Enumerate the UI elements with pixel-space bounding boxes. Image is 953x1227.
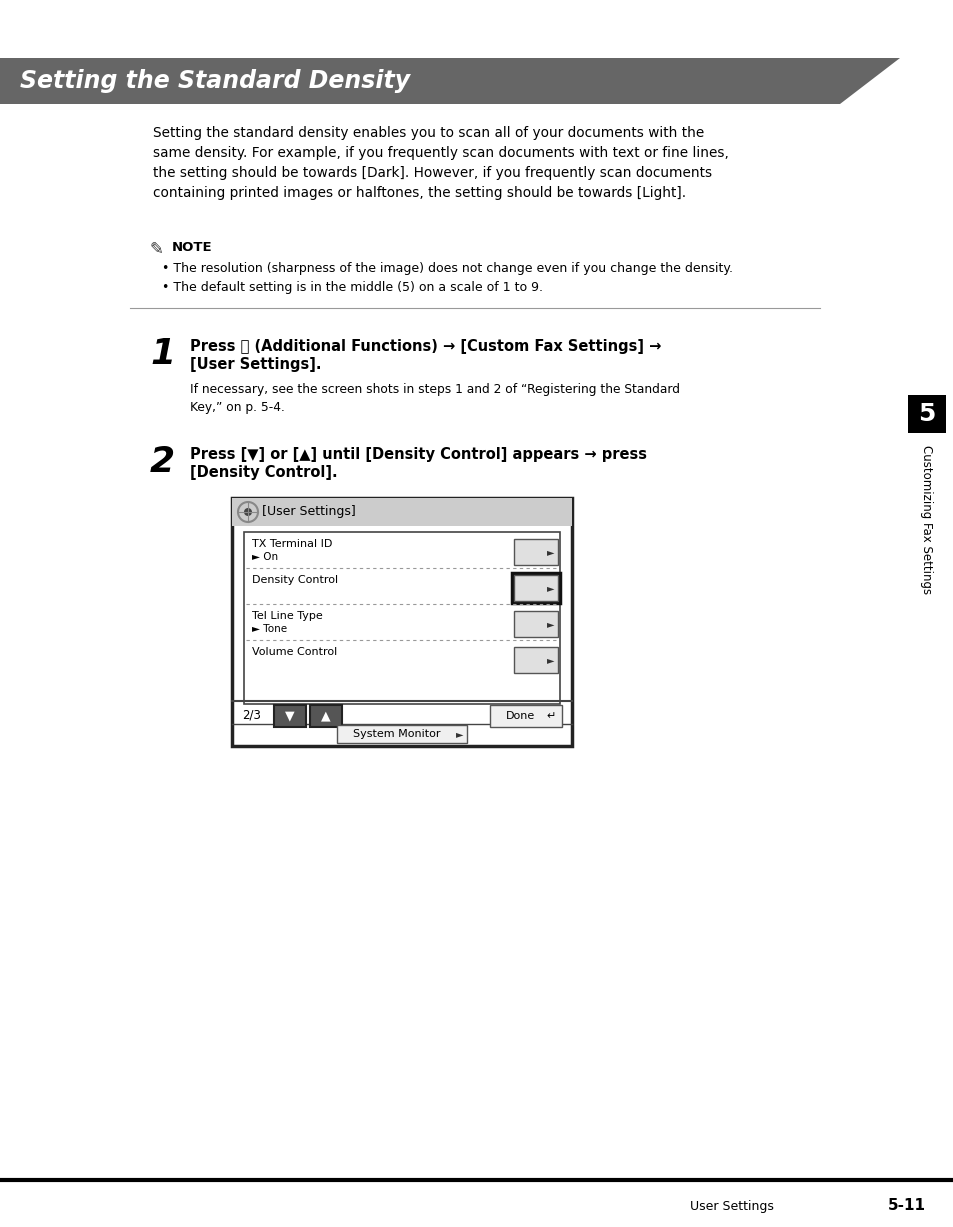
Text: [Density Control].: [Density Control]. (190, 465, 337, 480)
Bar (490, 706, 561, 728)
Text: ► Tone: ► Tone (252, 625, 287, 634)
Bar (512, 573, 559, 602)
Text: ▲: ▲ (321, 709, 331, 723)
Text: Done: Done (506, 710, 535, 721)
Bar (514, 539, 558, 564)
Bar (514, 611, 558, 637)
Text: System Monitor: System Monitor (353, 729, 440, 739)
Text: 1: 1 (150, 337, 175, 371)
Bar (274, 706, 306, 728)
Text: ►: ► (455, 729, 462, 739)
Text: [User Settings].: [User Settings]. (190, 357, 321, 372)
Text: ►: ► (546, 655, 554, 665)
Bar (336, 725, 467, 744)
Text: ►: ► (546, 618, 554, 629)
Text: Volume Control: Volume Control (252, 647, 337, 656)
Text: ►: ► (546, 583, 554, 593)
Text: ✎: ✎ (150, 240, 164, 258)
Text: Tel Line Type: Tel Line Type (252, 611, 322, 621)
Text: ► On: ► On (252, 552, 278, 562)
Text: Customizing Fax Settings: Customizing Fax Settings (920, 445, 933, 594)
Text: 5-11: 5-11 (887, 1198, 925, 1214)
Text: 5: 5 (918, 402, 935, 426)
Bar (0, 58, 840, 104)
Bar (907, 395, 945, 433)
Text: TX Terminal ID: TX Terminal ID (252, 539, 332, 548)
Text: Setting the Standard Density: Setting the Standard Density (20, 69, 410, 93)
Text: Press [▼] or [▲] until [Density Control] appears → press: Press [▼] or [▲] until [Density Control]… (190, 447, 646, 463)
Text: ▼: ▼ (285, 709, 294, 723)
Text: 2: 2 (150, 445, 175, 479)
Bar (232, 498, 572, 746)
Text: User Settings: User Settings (689, 1200, 773, 1214)
Text: ↵: ↵ (546, 710, 556, 721)
Text: • The default setting is in the middle (5) on a scale of 1 to 9.: • The default setting is in the middle (… (162, 281, 542, 294)
Bar (310, 706, 341, 728)
Bar (232, 498, 572, 526)
Text: Density Control: Density Control (252, 575, 337, 585)
Text: NOTE: NOTE (172, 240, 213, 254)
Bar (514, 647, 558, 672)
Text: ►: ► (546, 547, 554, 557)
Text: Press Ⓢ (Additional Functions) → [Custom Fax Settings] →: Press Ⓢ (Additional Functions) → [Custom… (190, 339, 660, 355)
Text: 2/3: 2/3 (242, 708, 260, 721)
Polygon shape (840, 58, 899, 104)
Bar (514, 575, 558, 601)
Text: If necessary, see the screen shots in steps 1 and 2 of “Registering the Standard: If necessary, see the screen shots in st… (190, 383, 679, 415)
Text: Setting the standard density enables you to scan all of your documents with the
: Setting the standard density enables you… (152, 126, 728, 200)
Text: • The resolution (sharpness of the image) does not change even if you change the: • The resolution (sharpness of the image… (162, 263, 732, 275)
Bar (244, 533, 559, 704)
Text: [User Settings]: [User Settings] (262, 506, 355, 519)
Circle shape (244, 508, 252, 517)
